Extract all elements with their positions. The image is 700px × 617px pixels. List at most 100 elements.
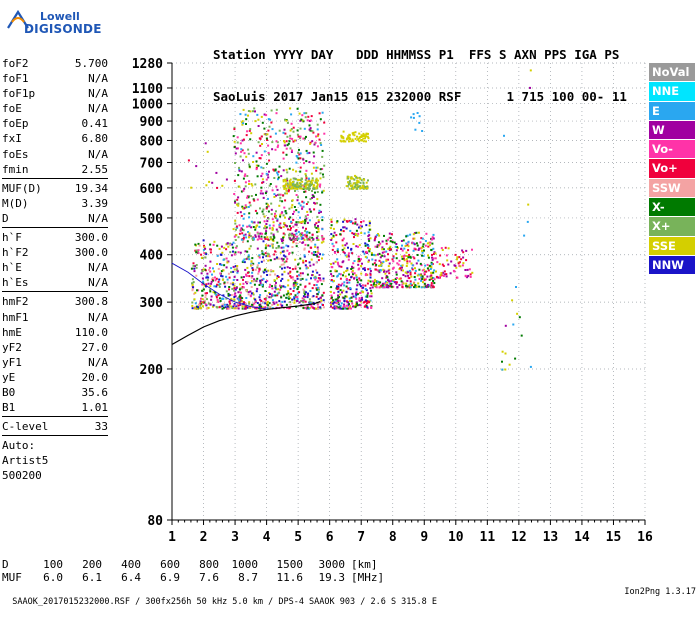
echo-point — [503, 134, 505, 137]
echo-point — [273, 169, 276, 172]
echo-point — [257, 232, 260, 235]
echo-point — [401, 283, 404, 286]
x-tick-label: 2 — [200, 530, 208, 545]
echo-point — [246, 282, 248, 285]
echo-point — [361, 296, 363, 299]
echo-point — [374, 235, 377, 238]
echo-point — [298, 153, 301, 156]
echo-point — [374, 245, 377, 248]
echo-point — [347, 135, 350, 138]
echo-point — [282, 157, 285, 160]
echo-point — [267, 259, 270, 262]
echo-point — [354, 137, 357, 140]
echo-point — [341, 248, 344, 251]
echo-point — [304, 295, 307, 298]
echo-point — [266, 133, 269, 136]
echo-point — [187, 159, 190, 162]
echo-point — [253, 107, 256, 110]
echo-point — [289, 301, 292, 303]
echo-point — [352, 273, 354, 276]
param-value: 110.0 — [74, 325, 108, 339]
echo-point — [221, 278, 224, 281]
echo-point — [389, 245, 392, 248]
echo-point — [386, 276, 389, 279]
echo-point — [221, 303, 224, 306]
echo-point — [299, 187, 302, 190]
echo-point — [259, 279, 262, 282]
echo-point — [244, 113, 247, 116]
echo-point — [427, 256, 430, 259]
echo-point — [366, 292, 369, 295]
echo-point — [253, 283, 256, 286]
echo-point — [285, 168, 288, 171]
echo-point — [334, 251, 337, 254]
echo-point — [217, 294, 220, 297]
echo-point — [198, 244, 201, 247]
echo-point — [272, 233, 275, 236]
legend-item-ssw: SSW — [649, 178, 695, 198]
param-value: 1.01 — [81, 401, 109, 415]
echo-point — [204, 247, 207, 250]
echo-point — [296, 235, 299, 238]
echo-point — [342, 136, 345, 139]
echo-point — [316, 246, 319, 249]
echo-point — [301, 207, 304, 210]
echo-point — [317, 277, 320, 280]
echo-point — [319, 118, 322, 121]
echo-point — [304, 229, 307, 232]
echo-point — [225, 248, 228, 251]
echo-point — [288, 252, 291, 254]
echo-point — [410, 116, 413, 119]
echo-point — [203, 284, 206, 287]
echo-point — [233, 307, 236, 310]
echo-point — [419, 241, 422, 244]
echo-point — [365, 256, 368, 259]
echo-point — [359, 224, 362, 227]
parameters-panel: foF2 5.700 foF1 N/A foF1p N/A foE N/A foEp 0.41 fx… — [2, 56, 108, 484]
echo-point — [374, 268, 377, 271]
echo-point — [321, 190, 324, 193]
echo-point — [291, 199, 294, 202]
echo-point — [232, 241, 235, 244]
echo-point — [465, 249, 468, 252]
echo-point — [352, 182, 355, 185]
echo-point — [399, 277, 402, 280]
echo-point — [249, 204, 252, 207]
echo-point — [402, 282, 405, 285]
echo-point — [314, 181, 317, 184]
echo-point — [236, 141, 239, 144]
echo-point — [247, 196, 250, 199]
echo-point — [248, 163, 251, 166]
param-value: 33 — [94, 420, 108, 434]
echo-point — [296, 182, 299, 185]
echo-point — [304, 190, 307, 193]
echo-point — [345, 242, 348, 245]
echo-point — [299, 272, 302, 275]
echo-point — [263, 133, 266, 136]
echo-point — [260, 260, 263, 263]
table-cell: 19.3 — [318, 571, 346, 584]
echo-point — [504, 368, 507, 371]
echo-point — [304, 179, 307, 182]
echo-point — [276, 141, 279, 144]
echo-point — [341, 244, 344, 247]
echo-point — [312, 151, 315, 154]
echo-point — [351, 302, 354, 305]
echo-point — [296, 292, 299, 295]
echo-point — [243, 207, 246, 210]
echo-point — [466, 268, 469, 271]
echo-point — [469, 273, 472, 276]
echo-point — [281, 304, 284, 307]
echo-point — [299, 119, 302, 122]
echo-point — [220, 264, 223, 266]
echo-point — [319, 306, 322, 309]
echo-point — [268, 255, 271, 258]
x-tick-label: 3 — [231, 530, 239, 545]
echo-point — [341, 239, 344, 242]
echo-point — [212, 304, 215, 307]
echo-point — [359, 185, 361, 188]
echo-point — [389, 240, 392, 243]
echo-point — [260, 166, 263, 169]
echo-point — [395, 249, 398, 252]
echo-point — [415, 242, 418, 245]
